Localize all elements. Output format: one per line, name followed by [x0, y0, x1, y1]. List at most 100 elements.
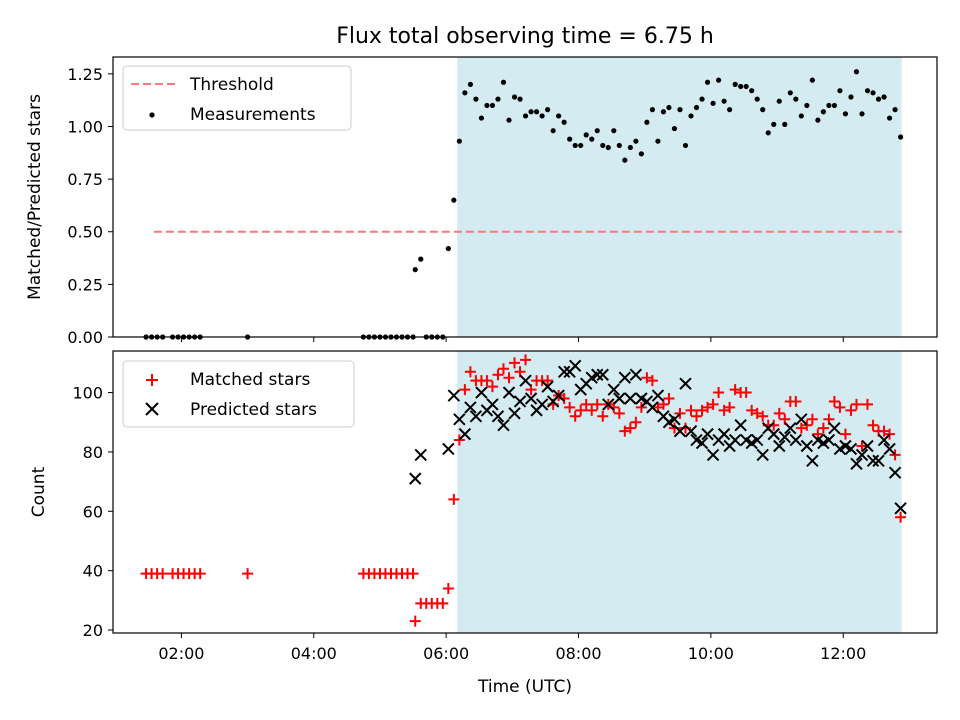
predicted-stars-point: [861, 439, 874, 453]
matched-stars-point: [564, 401, 576, 413]
matched-stars-point: [157, 568, 169, 580]
matched-stars-point: [503, 372, 515, 384]
predicted-stars-point: [767, 427, 780, 441]
x-axis-label: Time (UTC): [477, 677, 572, 697]
measurements-point: [511, 94, 518, 100]
measurements-point: [467, 81, 473, 87]
predicted-stars-point: [756, 448, 769, 462]
matched-stars-point: [801, 419, 813, 431]
measurements-point: [539, 113, 545, 119]
predicted-stars-point: [668, 413, 681, 426]
measurements-point: [804, 102, 810, 109]
matched-stars-point: [740, 387, 752, 399]
predicted-stars-point: [486, 398, 499, 411]
matched-stars-point: [407, 568, 419, 580]
measurements-point: [848, 94, 854, 100]
highlight-span-layer: [457, 57, 902, 337]
predicted-stars-point: [508, 407, 521, 420]
predicted-stars-point: [795, 413, 808, 426]
bottom-legend-box: [122, 360, 355, 428]
observing-time-span: [457, 351, 902, 633]
measurements-point: [489, 102, 496, 109]
measurements-point: [881, 94, 887, 100]
predicted-stars-point: [651, 389, 665, 402]
observing-time-span: [457, 57, 902, 337]
predicted-stars-point: [673, 424, 687, 438]
matched-stars-point: [757, 410, 769, 422]
highlight-span-layer: [457, 351, 902, 633]
measurements-point: [611, 128, 617, 134]
measurements-point: [517, 96, 523, 102]
matched-stars-point: [790, 395, 802, 407]
matched-stars-point: [889, 449, 901, 461]
predicted-stars-point: [888, 466, 902, 479]
predicted-stars-point: [497, 419, 510, 432]
matched-stars-point: [691, 410, 703, 422]
y-tick-label: 0.50: [67, 223, 103, 242]
measurements-point: [798, 113, 804, 119]
matched-stars-point: [817, 422, 829, 434]
measurements-point: [671, 125, 678, 132]
measurements-point: [732, 81, 738, 87]
matched-stars-point: [613, 407, 625, 419]
counts-layer: [140, 354, 907, 627]
y-tick-label: 100: [72, 384, 103, 403]
y-tick-label: 1.25: [67, 65, 103, 84]
matched-stars-point: [481, 375, 493, 387]
predicted-stars-point: [855, 448, 869, 462]
measurements-point: [721, 98, 727, 104]
predicted-stars-point: [607, 383, 621, 396]
measurements-point: [522, 113, 529, 119]
measurements-point: [699, 96, 705, 102]
y-tick-label: 40: [83, 562, 103, 581]
matched-stars-point: [895, 511, 907, 523]
predicted-stars-point: [557, 365, 571, 378]
predicted-stars-point: [469, 410, 483, 423]
matched-stars-point: [839, 428, 851, 440]
measurements-point: [528, 109, 534, 115]
predicted-stars-point: [524, 392, 538, 405]
matched-stars-point: [242, 568, 254, 580]
predicted-stars-point: [883, 442, 896, 456]
measurements-point: [886, 115, 893, 121]
measurements-point: [853, 69, 860, 75]
measurements-point: [412, 267, 418, 273]
matched-stars-point: [696, 404, 708, 416]
predicted-stars-point: [591, 368, 604, 381]
measurements-point: [727, 107, 733, 113]
predicted-stars-point: [475, 386, 488, 399]
matched-stars-point: [702, 401, 714, 413]
measurements-point: [864, 88, 871, 94]
matched-stars-point: [674, 407, 686, 419]
predicted-stars-point: [409, 472, 422, 485]
matched-stars-point: [850, 398, 862, 410]
y-tick-label: 60: [83, 502, 103, 521]
y-tick-label: 20: [83, 621, 103, 640]
matched-stars-point: [707, 398, 719, 410]
matched-stars-point: [591, 398, 603, 410]
predicted-stars-point: [734, 419, 747, 432]
predicted-stars-point: [613, 392, 626, 405]
measurements-point: [418, 256, 424, 262]
bottom-y-axis-label: Count: [29, 466, 49, 517]
measurements-point: [704, 79, 711, 85]
predicted-stars-point: [728, 433, 742, 447]
matched-stars-point: [569, 410, 581, 422]
measurements-point: [600, 142, 606, 149]
predicted-stars-point: [750, 433, 764, 447]
legend-measurements-label: Measurements: [190, 105, 316, 125]
predicted-stars-point: [629, 368, 643, 381]
legend-matched-label: Matched stars: [190, 370, 310, 390]
top-plot-frame: [112, 56, 938, 338]
predicted-stars-point: [513, 395, 527, 408]
matched-stars-point: [575, 404, 587, 416]
measurements-point: [749, 88, 755, 94]
measurements-point: [897, 134, 904, 140]
x-tick-label: 02:00: [158, 644, 204, 663]
y-tick-label: 0.25: [67, 275, 103, 294]
predicted-stars-point: [568, 359, 582, 373]
legend-matched-swatch: [146, 374, 158, 386]
measurements-point: [478, 115, 485, 121]
measurements-point: [743, 83, 749, 90]
matched-stars-point: [751, 407, 763, 419]
